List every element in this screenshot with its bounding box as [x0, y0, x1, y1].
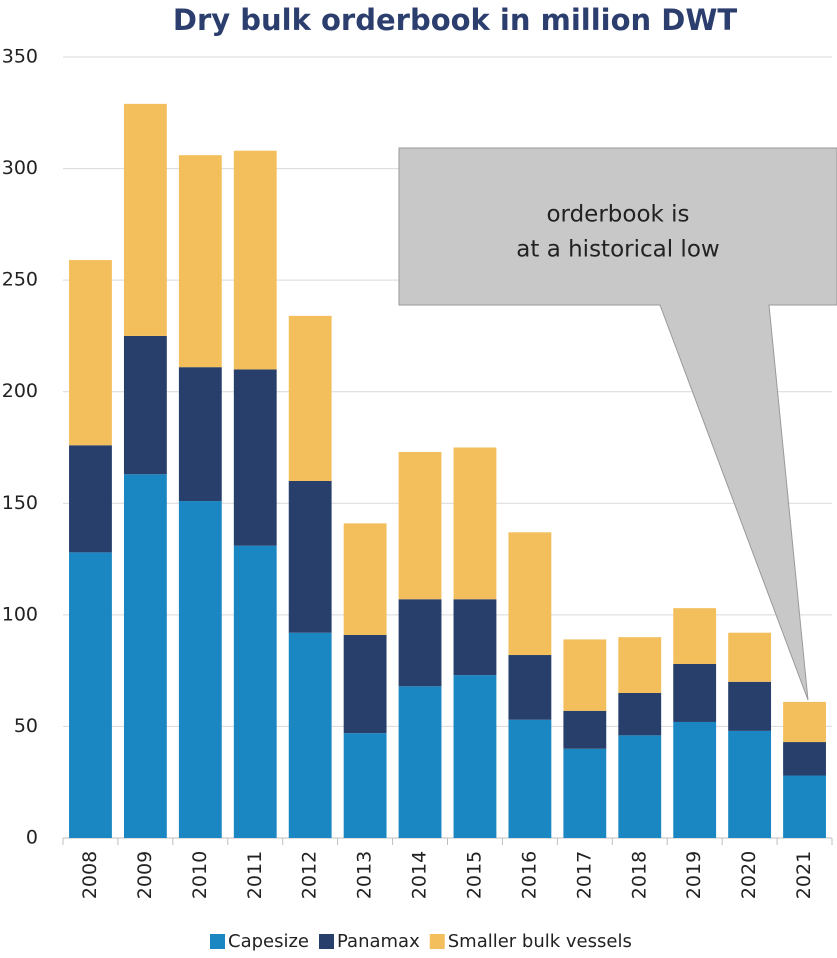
- y-tick-label: 200: [2, 380, 38, 402]
- x-tick-label: 2020: [738, 851, 760, 899]
- x-tick-label: 2017: [573, 851, 595, 899]
- bar-segment: [618, 735, 662, 838]
- chart-title: Dry bulk orderbook in million DWT: [173, 3, 737, 37]
- bar-segment: [508, 719, 552, 838]
- bar-segment: [508, 655, 552, 720]
- y-tick-label: 250: [2, 269, 38, 291]
- bar-segment: [288, 480, 332, 633]
- x-tick-label: 2016: [518, 851, 540, 899]
- y-tick-label: 350: [2, 46, 38, 68]
- x-tick-label: 2011: [244, 851, 266, 899]
- bar-segment: [123, 474, 167, 838]
- y-tick-label: 50: [14, 715, 38, 737]
- x-tick-label: 2008: [79, 851, 101, 899]
- bar-segment: [453, 675, 497, 838]
- bar-segment: [178, 155, 222, 368]
- bar-segment: [618, 692, 662, 736]
- bar-segment: [563, 748, 607, 838]
- legend-label: Smaller bulk vessels: [448, 931, 632, 952]
- plot-area: 0 50 100 150 200 250 300 350 2008 2009 2010 2011 201…: [2, 46, 833, 899]
- legend-swatch: [210, 934, 225, 949]
- legend-swatch: [429, 934, 445, 949]
- legend-label: Panamax: [337, 931, 420, 952]
- bar-segment: [783, 701, 826, 743]
- bar-segment: [233, 150, 277, 370]
- bar-segment: [673, 608, 717, 664]
- x-tick-label: 2019: [683, 851, 705, 899]
- bar-segment: [69, 552, 112, 838]
- bar-segment: [673, 663, 717, 722]
- x-tick-label: 2018: [628, 851, 650, 899]
- bar-segment: [343, 733, 387, 838]
- bar-segment: [123, 335, 167, 475]
- bar-segment: [618, 637, 662, 693]
- bar-segment: [288, 632, 332, 838]
- bar-segment: [673, 721, 717, 838]
- y-tick-label: 100: [2, 603, 38, 625]
- x-tick-label: 2021: [793, 851, 815, 899]
- bar-segment: [288, 315, 332, 481]
- bar-segment: [233, 545, 277, 838]
- legend: Capesize Panamax Smaller bulk vessels: [210, 931, 632, 952]
- bar-segment: [178, 367, 222, 502]
- bar-segment: [728, 681, 772, 731]
- bar-segment: [563, 639, 607, 711]
- bar-segment: [728, 632, 772, 682]
- x-tick-label: 2010: [189, 851, 211, 899]
- bar-segment: [783, 742, 826, 776]
- bar-segment: [69, 445, 112, 553]
- legend-label: Capesize: [228, 931, 309, 952]
- annotation: at a historical low: [516, 237, 719, 263]
- bar-segment: [508, 532, 552, 656]
- x-tick-label: 2014: [409, 851, 431, 899]
- y-tick-label: 300: [2, 157, 38, 179]
- bar-segment: [453, 599, 497, 676]
- bar-segment: [398, 599, 442, 687]
- y-tick-label: 0: [26, 827, 38, 849]
- annotation: orderbook is: [546, 202, 689, 228]
- bar-segment: [343, 523, 387, 635]
- bar-segment: [453, 447, 497, 600]
- bar-segment: [398, 686, 442, 838]
- legend-swatch: [319, 934, 334, 949]
- bar-segment: [69, 260, 112, 446]
- bar-segment: [123, 103, 167, 336]
- y-tick-label: 150: [2, 492, 38, 514]
- bar-segment: [233, 369, 277, 546]
- bar-segment: [343, 634, 387, 734]
- bar-segment: [563, 710, 607, 749]
- x-tick-label: 2015: [463, 851, 485, 899]
- bar-segment: [783, 775, 826, 838]
- bar-segment: [728, 730, 772, 838]
- bar-segment: [398, 451, 442, 600]
- callout: [398, 147, 837, 701]
- x-tick-label: 2009: [134, 851, 156, 899]
- x-tick-label: 2013: [354, 851, 376, 899]
- bar-segment: [178, 501, 222, 838]
- x-tick-label: 2012: [299, 851, 321, 899]
